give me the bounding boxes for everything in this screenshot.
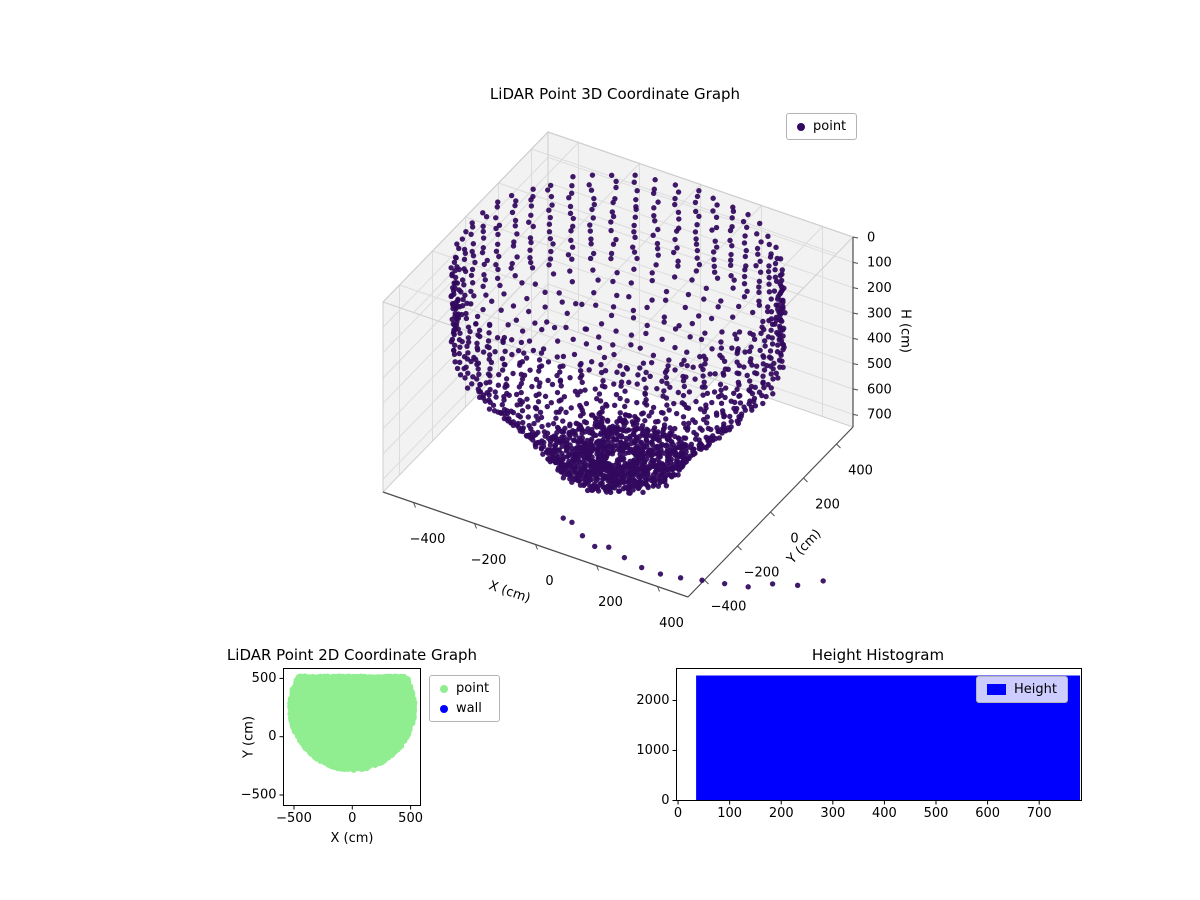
point-marker-icon	[440, 684, 448, 693]
height-marker-icon	[987, 684, 1006, 695]
legend-2d: point wall	[429, 675, 501, 722]
legend-label: point	[456, 681, 490, 696]
wall-marker-icon	[440, 704, 448, 713]
legend-item: wall	[440, 701, 489, 716]
chart-title-2d: LiDAR Point 2D Coordinate Graph	[226, 646, 478, 664]
legend-item: Height	[987, 682, 1057, 697]
legend-3d: point	[786, 113, 858, 140]
legend-label: Height	[1014, 682, 1057, 697]
legend-hist: Height	[976, 676, 1068, 703]
legend-label: wall	[456, 701, 482, 716]
chart-title-3d: LiDAR Point 3D Coordinate Graph	[489, 85, 741, 103]
legend-item: point	[440, 681, 489, 696]
legend-item: point	[797, 119, 846, 134]
chart-title-hist: Height Histogram	[811, 646, 945, 664]
point-marker-icon	[797, 122, 805, 131]
legend-label: point	[813, 119, 847, 134]
